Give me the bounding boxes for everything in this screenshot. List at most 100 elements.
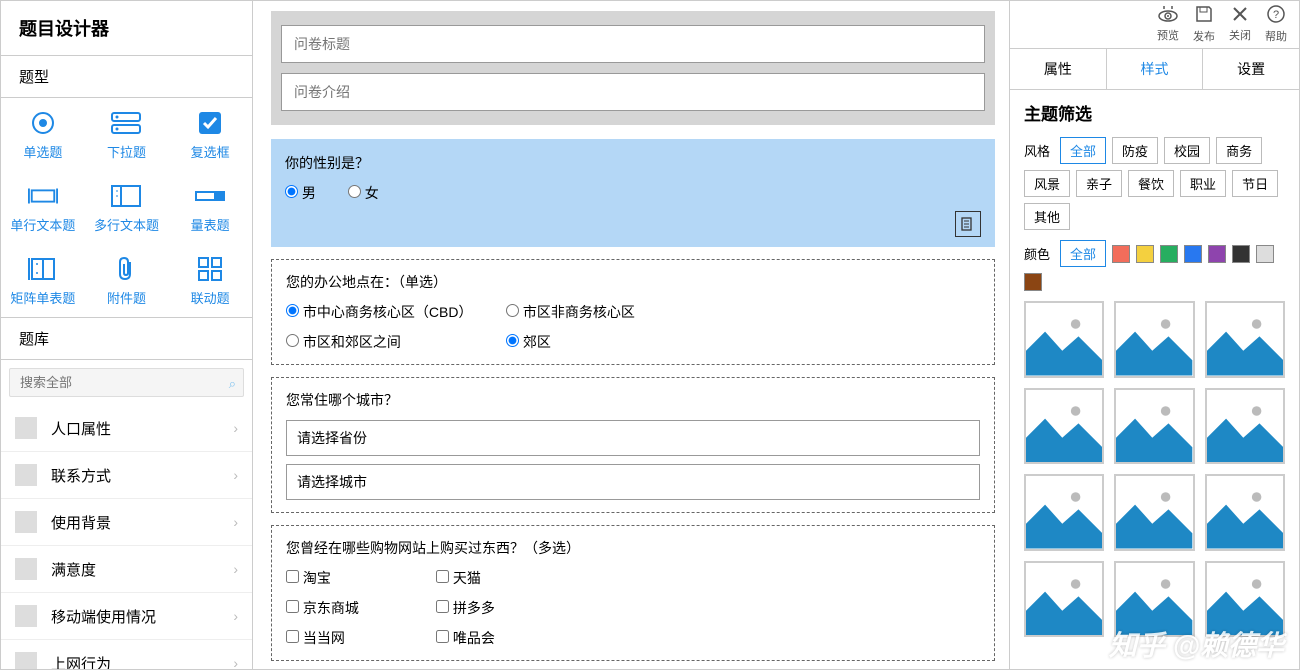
question-settings-icon[interactable] (955, 211, 981, 237)
checkbox-option[interactable]: 天猫 (436, 568, 586, 588)
textline-icon (28, 185, 58, 207)
style-chip[interactable]: 节日 (1232, 170, 1278, 197)
theme-card[interactable] (1205, 301, 1285, 378)
survey-title-input[interactable] (281, 25, 985, 63)
theme-card[interactable] (1114, 301, 1194, 378)
radio-input[interactable] (506, 304, 519, 317)
color-swatch[interactable] (1024, 273, 1042, 291)
qtype-label: 矩阵单表题 (10, 288, 75, 307)
search-input[interactable] (9, 368, 244, 397)
help-button[interactable]: ? 帮助 (1265, 5, 1287, 44)
lib-item[interactable]: 使用背景› (1, 499, 252, 546)
close-icon (1232, 6, 1248, 25)
qtype-scale[interactable]: 量表题 (168, 171, 252, 244)
color-swatch[interactable] (1208, 245, 1226, 263)
question-4[interactable]: 您曾经在哪些购物网站上购买过东西？（多选） 淘宝 天猫 京东商城 拼多多 当当网… (271, 525, 995, 661)
city-select[interactable]: 请选择城市 (286, 464, 980, 500)
chevron-right-icon: › (233, 467, 238, 483)
color-swatch[interactable] (1256, 245, 1274, 263)
checkbox-option[interactable]: 淘宝 (286, 568, 436, 588)
province-select[interactable]: 请选择省份 (286, 420, 980, 456)
lib-label: 满意度 (51, 559, 233, 580)
lib-thumb-icon (15, 652, 37, 669)
theme-card[interactable] (1024, 561, 1104, 638)
radio-option[interactable]: 市中心商务核心区（CBD） (286, 302, 506, 322)
style-chip[interactable]: 职业 (1180, 170, 1226, 197)
color-swatch[interactable] (1232, 245, 1250, 263)
question-2[interactable]: 您的办公地点在：（单选） 市中心商务核心区（CBD） 市区非商务核心区 市区和郊… (271, 259, 995, 365)
radio-option[interactable]: 女 (348, 183, 379, 203)
theme-card[interactable] (1024, 474, 1104, 551)
checkbox-option[interactable]: 当当网 (286, 628, 436, 648)
theme-card[interactable] (1024, 301, 1104, 378)
radio-input[interactable] (286, 334, 299, 347)
radio-option[interactable]: 市区非商务核心区 (506, 302, 726, 322)
checkbox-input[interactable] (286, 630, 299, 643)
theme-card[interactable] (1205, 474, 1285, 551)
lib-item[interactable]: 满意度› (1, 546, 252, 593)
style-chip[interactable]: 全部 (1060, 137, 1106, 164)
question-3[interactable]: 您常住哪个城市？ 请选择省份 请选择城市 (271, 377, 995, 513)
qtype-radio[interactable]: 单选题 (1, 98, 85, 171)
color-swatch[interactable] (1160, 245, 1178, 263)
checkbox-input[interactable] (286, 570, 299, 583)
eye-button[interactable]: 预览 (1157, 6, 1179, 43)
theme-card[interactable] (1114, 388, 1194, 465)
qtype-attach[interactable]: 附件题 (85, 244, 169, 317)
theme-card[interactable] (1205, 388, 1285, 465)
qtype-matrix[interactable]: 矩阵单表题 (1, 244, 85, 317)
survey-intro-input[interactable] (281, 73, 985, 111)
checkbox-input[interactable] (286, 600, 299, 613)
radio-input[interactable] (348, 185, 361, 198)
color-chip-all[interactable]: 全部 (1060, 240, 1106, 267)
qtype-textline[interactable]: 单行文本题 (1, 171, 85, 244)
svg-text:?: ? (1273, 9, 1279, 21)
tab-2[interactable]: 设置 (1203, 49, 1299, 89)
save-button[interactable]: 发布 (1193, 5, 1215, 44)
color-swatch[interactable] (1184, 245, 1202, 263)
qtype-label: 量表题 (191, 215, 230, 234)
qtype-label: 单行文本题 (10, 215, 75, 234)
theme-card[interactable] (1114, 474, 1194, 551)
action-label: 帮助 (1265, 28, 1287, 44)
qtype-dropdown[interactable]: 下拉题 (85, 98, 169, 171)
question-1-selected[interactable]: 你的性别是？ 男 女 (271, 139, 995, 247)
color-swatch[interactable] (1112, 245, 1130, 263)
style-chip[interactable]: 商务 (1216, 137, 1262, 164)
qtype-textarea[interactable]: 多行文本题 (85, 171, 169, 244)
style-chip[interactable]: 防疫 (1112, 137, 1158, 164)
question-title: 您的办公地点在：（单选） (286, 272, 980, 292)
checkbox-input[interactable] (436, 630, 449, 643)
checkbox-input[interactable] (436, 570, 449, 583)
theme-card[interactable] (1024, 388, 1104, 465)
checkbox-option[interactable]: 唯品会 (436, 628, 586, 648)
color-swatch[interactable] (1136, 245, 1154, 263)
qtype-cascade[interactable]: 联动题 (168, 244, 252, 317)
checkbox-option[interactable]: 京东商城 (286, 598, 436, 618)
style-chip[interactable]: 餐饮 (1128, 170, 1174, 197)
style-chip[interactable]: 风景 (1024, 170, 1070, 197)
lib-item[interactable]: 联系方式› (1, 452, 252, 499)
radio-input[interactable] (286, 304, 299, 317)
radio-option[interactable]: 市区和郊区之间 (286, 332, 506, 352)
radio-option[interactable]: 郊区 (506, 332, 726, 352)
style-chip[interactable]: 其他 (1024, 203, 1070, 230)
style-chip[interactable]: 校园 (1164, 137, 1210, 164)
radio-input[interactable] (285, 185, 298, 198)
close-button[interactable]: 关闭 (1229, 6, 1251, 43)
tab-0[interactable]: 属性 (1010, 49, 1107, 89)
style-chip[interactable]: 亲子 (1076, 170, 1122, 197)
radio-icon (28, 112, 58, 134)
lib-item[interactable]: 移动端使用情况› (1, 593, 252, 640)
lib-item[interactable]: 上网行为› (1, 640, 252, 669)
tab-1[interactable]: 样式 (1107, 49, 1204, 89)
qtype-checkbox[interactable]: 复选框 (168, 98, 252, 171)
lib-item[interactable]: 人口属性› (1, 405, 252, 452)
qtype-label: 多行文本题 (94, 215, 159, 234)
survey-header (271, 11, 995, 125)
checkbox-option[interactable]: 拼多多 (436, 598, 586, 618)
radio-input[interactable] (506, 334, 519, 347)
library-list: 人口属性›联系方式›使用背景›满意度›移动端使用情况›上网行为› (1, 405, 252, 669)
radio-option[interactable]: 男 (285, 183, 316, 203)
checkbox-input[interactable] (436, 600, 449, 613)
